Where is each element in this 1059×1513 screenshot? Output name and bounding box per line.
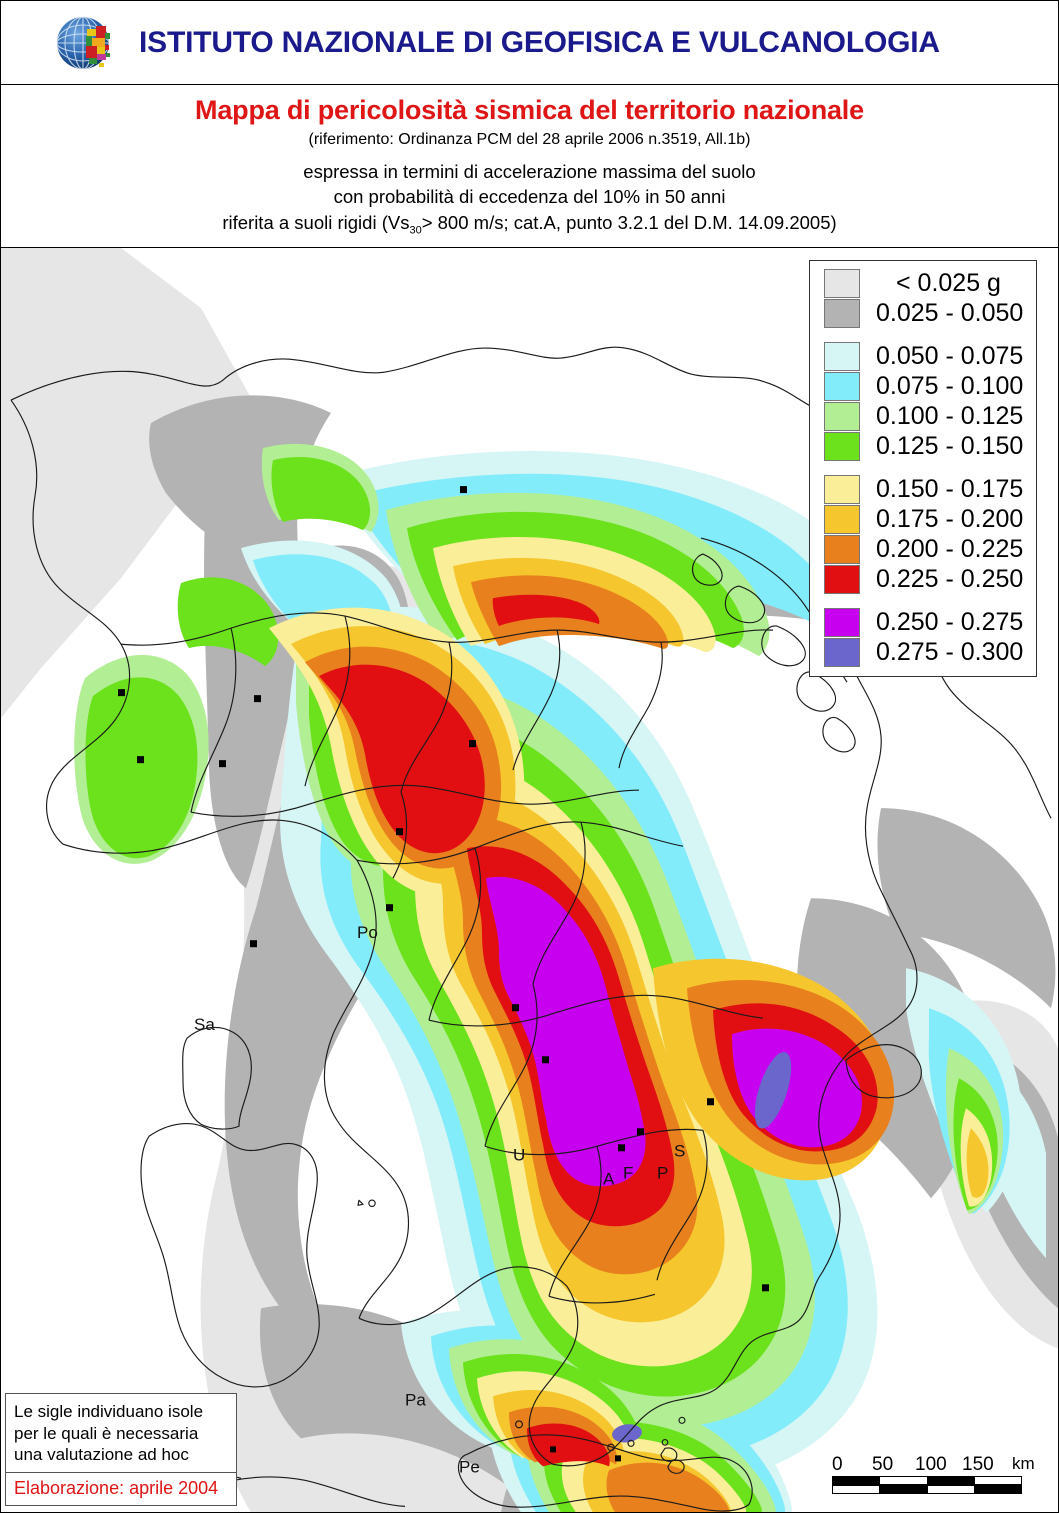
legend-swatch-9 [824, 565, 860, 595]
reference-line: (riferimento: Ordinanza PCM del 28 april… [308, 131, 751, 148]
note-box: Le sigle individuano isole per le quali … [5, 1392, 237, 1506]
legend-label-9: 0.225 - 0.250 [876, 565, 1024, 594]
scale-seg-b0 [832, 1485, 880, 1494]
legend-swatch-3 [824, 372, 860, 402]
scale-tick-labels: 0 50 100 150 km [832, 1454, 1044, 1476]
scale-bar: 0 50 100 150 km [832, 1454, 1044, 1494]
legend-group-gap-1 [824, 329, 1036, 342]
legend-item-2[interactable]: 0.050 - 0.075 [824, 342, 1036, 372]
legend-swatch-10 [824, 608, 860, 638]
scale-bar-graphic [832, 1476, 1022, 1494]
scale-tick-2: 100 [915, 1454, 947, 1475]
description-line-1: espressa in termini di accelerazione mas… [303, 161, 756, 182]
scale-seg-t0 [832, 1476, 880, 1485]
scale-tick-3: 150 [962, 1454, 994, 1475]
legend-label-6: 0.150 - 0.175 [876, 475, 1024, 504]
legend-item-10[interactable]: 0.250 - 0.275 [824, 608, 1036, 638]
legend-label-7: 0.175 - 0.200 [876, 505, 1024, 534]
legend-swatch-2 [824, 342, 860, 372]
legend-swatch-7 [824, 505, 860, 535]
legend-label-3: 0.075 - 0.100 [876, 372, 1024, 401]
legend-item-7[interactable]: 0.175 - 0.200 [824, 505, 1036, 535]
island-label-f: F [623, 1163, 633, 1182]
legend-panel[interactable]: < 0.025 g 0.025 - 0.050 0.050 - 0.075 0.… [809, 259, 1037, 677]
legend-item-0[interactable]: < 0.025 g [824, 269, 1036, 299]
scale-tick-1: 50 [872, 1454, 894, 1475]
desc-3-part-b: > 800 m/s; cat.A, punto 3.2.1 del D.M. 1… [421, 211, 837, 233]
island-label-pe: Pe [459, 1457, 480, 1476]
legend-item-6[interactable]: 0.150 - 0.175 [824, 475, 1036, 505]
note-divider [6, 1472, 236, 1473]
legend-swatch-11 [824, 638, 860, 668]
title-block: Mappa di pericolosità sismica del territ… [1, 85, 1058, 248]
legend-label-2: 0.050 - 0.075 [876, 342, 1024, 371]
elaboration-date: Elaborazione: aprile 2004 [14, 1478, 219, 1498]
scale-unit: km [1012, 1454, 1035, 1473]
desc-3-part-a: riferita a suoli rigidi (Vs [222, 211, 410, 233]
legend-group-gap-3 [824, 595, 1036, 608]
legend-item-8[interactable]: 0.200 - 0.225 [824, 535, 1036, 565]
legend-label-1: 0.025 - 0.050 [876, 299, 1024, 328]
legend-label-10: 0.250 - 0.275 [876, 608, 1024, 637]
scale-seg-t1 [879, 1476, 927, 1485]
scale-tick-0: 0 [832, 1454, 843, 1475]
legend-label-8: 0.200 - 0.225 [876, 535, 1024, 564]
institute-name: ISTITUTO NAZIONALE DI GEOFISICA E VULCAN… [139, 25, 940, 59]
island-label-u: U [513, 1145, 525, 1164]
legend-item-3[interactable]: 0.075 - 0.100 [824, 372, 1036, 402]
legend-swatch-1 [824, 299, 860, 329]
island-label-pa: Pa [405, 1390, 426, 1409]
legend-group-gap-2 [824, 462, 1036, 475]
page-title: Mappa di pericolosità sismica del territ… [195, 95, 864, 125]
legend-swatch-8 [824, 535, 860, 565]
legend-label-11: 0.275 - 0.300 [876, 638, 1024, 667]
scale-bar-row-top [832, 1476, 1022, 1485]
island-label-layer: Po Sa U A F P S Pa Pe [194, 923, 685, 1476]
legend-label-4: 0.100 - 0.125 [876, 402, 1024, 431]
island-labels: Po Sa U A F P S Pa Pe [194, 923, 685, 1476]
legend-swatch-5 [824, 432, 860, 462]
scale-seg-b2 [926, 1485, 974, 1494]
legend-swatch-4 [824, 402, 860, 432]
scale-seg-b1 [879, 1485, 927, 1494]
legend-item-9[interactable]: 0.225 - 0.250 [824, 565, 1036, 595]
legend-item-5[interactable]: 0.125 - 0.150 [824, 432, 1036, 462]
city-markers [118, 485, 769, 1461]
note-line-3: una valutazione ad hoc [14, 1445, 189, 1465]
scale-bar-row-bottom [832, 1485, 1022, 1494]
legend-item-11[interactable]: 0.275 - 0.300 [824, 638, 1036, 668]
legend-swatch-0 [824, 269, 860, 299]
scale-seg-t2 [926, 1476, 974, 1485]
legend-label-5: 0.125 - 0.150 [876, 432, 1024, 461]
scale-seg-t3 [973, 1476, 1022, 1485]
island-label-po: Po [357, 923, 378, 942]
legend-swatch-6 [824, 475, 860, 505]
island-label-p: P [657, 1163, 668, 1182]
description-line-3: riferita a suoli rigidi (Vs30> 800 m/s; … [1, 211, 1058, 239]
seismic-hazard-choropleth[interactable] [1, 247, 1058, 1512]
legend-item-1[interactable]: 0.025 - 0.050 [824, 299, 1036, 329]
legend-label-0: < 0.025 g [896, 269, 1001, 298]
map-canvas[interactable]: Po Sa U A F P S Pa Pe < 0.025 g 0.025 - … [1, 247, 1058, 1512]
island-label-sa: Sa [194, 1015, 215, 1034]
ingv-globe-logo-icon [57, 16, 110, 69]
hazard-band-0275-0300 [612, 1051, 792, 1443]
description-line-2: con probabilità di eccedenza del 10% in … [333, 186, 726, 208]
island-label-s: S [674, 1141, 685, 1160]
header-bar: ISTITUTO NAZIONALE DI GEOFISICA E VULCAN… [1, 1, 1058, 85]
vs30-subscript: 30 [409, 224, 422, 237]
scale-seg-b3 [973, 1485, 1022, 1494]
legend-item-4[interactable]: 0.100 - 0.125 [824, 402, 1036, 432]
note-line-2: per le quali è necessaria [14, 1423, 199, 1443]
note-line-1: Le sigle individuano isole [14, 1401, 204, 1421]
island-label-a: A [603, 1169, 615, 1188]
note-text: Le sigle individuano isole per le quali … [6, 1394, 236, 1472]
